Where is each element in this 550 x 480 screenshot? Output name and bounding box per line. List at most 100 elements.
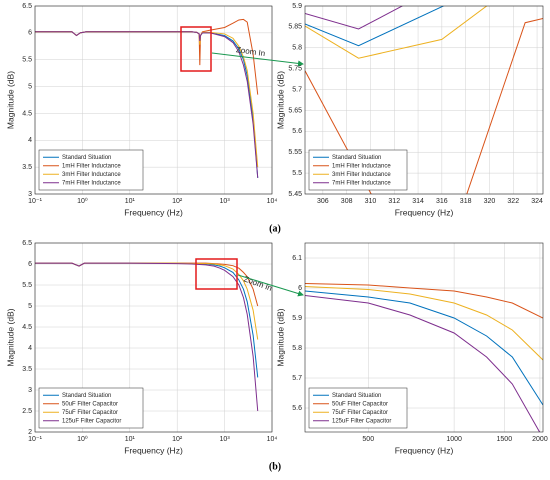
axes-box (34, 242, 273, 433)
plot-lines (35, 18, 259, 178)
y-tick-label: 6.5 (22, 240, 32, 247)
zoom-box (195, 258, 238, 290)
x-tick-label: 10¹ (125, 436, 136, 443)
series-line (305, 6, 445, 47)
axes-box (34, 5, 273, 195)
legend-label: Standard Situation (62, 155, 111, 161)
x-tick-label: 308 (341, 198, 353, 205)
y-tick-label: 6 (28, 30, 32, 37)
legend-box (308, 387, 408, 429)
series-line (305, 6, 488, 59)
x-axis-label: Frequency (Hz) (395, 207, 454, 217)
y-axis-label: Magnitude (dB) (5, 308, 15, 366)
plot-lines (305, 283, 543, 432)
y-tick-label: 5.7 (292, 86, 302, 93)
legend-label: 7mH Filter Inductance (332, 180, 391, 186)
plot-lines (35, 262, 259, 412)
series-line (305, 295, 541, 432)
legend-label: 3mH Filter Inductance (62, 172, 121, 178)
y-tick-label: 5.5 (22, 57, 32, 64)
x-axis-label: Frequency (Hz) (395, 445, 454, 455)
y-tick-label: 6 (28, 261, 32, 268)
y-tick-label: 3.5 (22, 366, 32, 373)
axes-box (304, 5, 544, 195)
x-axis-label: Frequency (Hz) (124, 445, 183, 455)
y-tick-label: 4.5 (22, 110, 32, 117)
y-tick-label: 5.9 (292, 3, 302, 10)
y-tick-label: 6.1 (292, 255, 302, 262)
x-tick-label: 500 (362, 436, 374, 443)
x-tick-label: 312 (388, 198, 400, 205)
x-tick-label: 1000 (446, 436, 462, 443)
series-line (305, 286, 543, 361)
y-tick-label: 5.8 (292, 345, 302, 352)
x-tick-label: 10³ (220, 198, 231, 205)
y-tick-label: 4 (28, 137, 32, 144)
y-tick-label: 5.85 (288, 24, 302, 31)
zoom-box (180, 26, 212, 72)
legend-label: 1mH Filter Inductance (62, 163, 121, 169)
y-tick-label: 5.8 (292, 45, 302, 52)
legend-label: 75uF Filter Capacitor (62, 410, 118, 416)
legend-box (308, 149, 408, 191)
x-tick-label: 10⁻¹ (28, 436, 42, 443)
x-tick-label: 10⁴ (267, 198, 278, 205)
y-tick-label: 5.55 (288, 149, 302, 156)
x-tick-label: 316 (436, 198, 448, 205)
y-tick-label: 3 (28, 387, 32, 394)
x-axis-label: Frequency (Hz) (124, 207, 183, 217)
zoom-arrow (211, 52, 304, 67)
y-tick-label: 6.5 (22, 3, 32, 10)
series-line (35, 262, 259, 412)
series-line (305, 290, 543, 406)
y-tick-label: 5.75 (288, 66, 302, 73)
y-tick-label: 5 (28, 83, 32, 90)
y-tick-label: 5.9 (292, 315, 302, 322)
y-tick-label: 4.5 (22, 324, 32, 331)
x-tick-label: 10² (172, 436, 183, 443)
y-tick-label: 5.65 (288, 107, 302, 114)
y-tick-label: 2 (28, 429, 32, 436)
x-tick-label: 318 (460, 198, 472, 205)
x-tick-label: 1500 (497, 436, 513, 443)
x-tick-label: 10⁴ (267, 436, 278, 443)
legend-label: 1mH Filter Inductance (332, 163, 391, 169)
legend-label: 125uF Filter Capacitor (62, 418, 121, 424)
legend-label: 75uF Filter Capacitor (332, 410, 388, 416)
y-tick-label: 5.5 (22, 282, 32, 289)
x-tick-label: 2000 (532, 436, 548, 443)
x-tick-label: 10¹ (125, 198, 136, 205)
y-tick-label: 5.6 (292, 405, 302, 412)
x-tick-label: 314 (412, 198, 424, 205)
x-tick-label: 10⁻¹ (28, 198, 42, 205)
zoom-arrow (237, 274, 304, 297)
legend-box (38, 387, 144, 429)
series-line (305, 283, 543, 319)
x-tick-label: 306 (317, 198, 329, 205)
y-tick-label: 5.6 (292, 128, 302, 135)
legend-box (38, 149, 144, 191)
y-tick-label: 5.7 (292, 375, 302, 382)
y-tick-label: 3.5 (22, 164, 32, 171)
x-tick-label: 10⁰ (77, 435, 88, 443)
panel-label: (a) (269, 223, 281, 234)
annotation: Zoom In (235, 45, 265, 58)
y-axis-label: Magnitude (dB) (275, 71, 285, 129)
legend-label: 50uF Filter Capacitor (62, 401, 118, 407)
x-tick-label: 10⁰ (77, 197, 88, 205)
legend-label: 50uF Filter Capacitor (332, 401, 388, 407)
x-tick-label: 10² (172, 198, 183, 205)
legend-label: Standard Situation (332, 393, 381, 399)
y-tick-label: 5.45 (288, 191, 302, 198)
series-line (35, 31, 259, 178)
y-tick-label: 4 (28, 345, 32, 352)
x-tick-label: 10³ (220, 436, 231, 443)
y-tick-label: 5.5 (292, 170, 302, 177)
series-line (305, 6, 404, 30)
legend-label: Standard Situation (62, 393, 111, 399)
x-tick-label: 324 (531, 198, 543, 205)
y-tick-label: 3 (28, 191, 32, 198)
legend-label: Standard Situation (332, 155, 381, 161)
x-tick-label: 310 (365, 198, 377, 205)
